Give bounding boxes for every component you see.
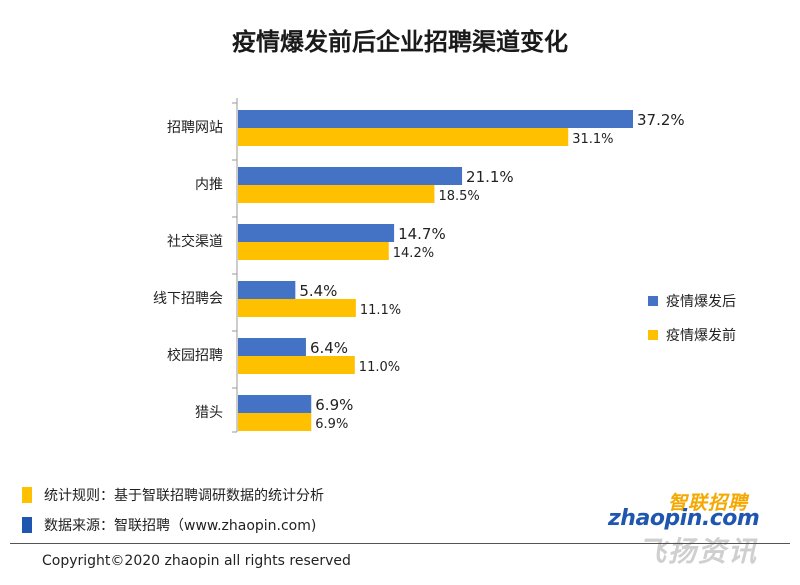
data-source-text: 数据来源：智联招聘（www.zhaopin.com) — [44, 518, 317, 534]
bar-after — [238, 281, 296, 299]
stat-rule-note: 统计规则：基于智联招聘调研数据的统计分析 — [22, 485, 324, 505]
bar-before — [238, 242, 389, 260]
data-label-after: 37.2% — [637, 111, 685, 129]
data-label-after: 6.9% — [315, 396, 353, 414]
data-label-before: 14.2% — [393, 246, 434, 261]
blue-square-icon — [22, 517, 32, 533]
category-label: 内推 — [195, 177, 223, 193]
copyright-text: Copyright©2020 zhaopin all rights reserv… — [42, 553, 351, 569]
footer-divider — [10, 543, 790, 544]
logo-en-text: zhaopin.com — [608, 506, 760, 531]
bar-before — [238, 128, 569, 146]
watermark: 飞扬资讯 — [638, 535, 759, 568]
category-label: 社交渠道 — [167, 233, 223, 250]
bar-after — [238, 224, 395, 242]
data-label-after: 5.4% — [299, 282, 337, 300]
data-label-after: 14.7% — [398, 225, 446, 243]
bar-after — [238, 167, 463, 185]
bar-chart: 招聘网站 37.2% 31.1% 内推 21.1% 18.5% 社交渠道 14.7% 14.2%… — [153, 98, 736, 433]
legend-label-after: 疫情爆发后 — [666, 294, 736, 310]
data-label-before: 18.5% — [438, 189, 479, 204]
data-label-after: 21.1% — [466, 168, 514, 186]
bar-before — [238, 356, 355, 374]
logo-cn-text: 智联招聘 — [667, 492, 748, 514]
chart-title: 疫情爆发前后企业招聘渠道变化 — [232, 28, 568, 56]
stat-rule-text: 统计规则：基于智联招聘调研数据的统计分析 — [44, 488, 324, 504]
data-label-before: 11.1% — [360, 303, 401, 318]
yellow-square-icon — [22, 487, 32, 503]
data-label-before: 6.9% — [315, 417, 348, 432]
category-label: 线下招聘会 — [153, 291, 223, 307]
zhaopin-logo: 智联招聘 zhaopin.com — [608, 488, 768, 532]
bar-before — [238, 185, 435, 203]
bar-before — [238, 413, 312, 431]
legend-swatch-before — [648, 330, 658, 340]
bar-after — [238, 338, 306, 356]
data-label-before: 31.1% — [572, 132, 613, 147]
legend-swatch-after — [648, 296, 658, 306]
bar-after — [238, 110, 633, 128]
data-source-note: 数据来源：智联招聘（www.zhaopin.com) — [22, 515, 316, 535]
category-label: 校园招聘 — [167, 347, 223, 364]
bar-after — [238, 395, 312, 413]
data-label-after: 6.4% — [310, 339, 348, 357]
bar-before — [238, 299, 356, 317]
category-label: 招聘网站 — [167, 120, 223, 136]
data-label-before: 11.0% — [359, 360, 400, 375]
legend-label-before: 疫情爆发前 — [666, 327, 736, 344]
category-label: 猎头 — [195, 405, 223, 421]
